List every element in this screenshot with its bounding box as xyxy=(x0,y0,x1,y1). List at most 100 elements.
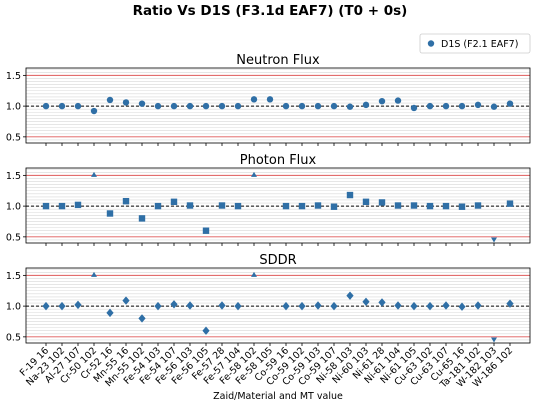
data-point xyxy=(138,100,146,107)
data-point xyxy=(442,102,450,110)
data-point xyxy=(186,301,194,310)
out-of-range-up-marker xyxy=(251,171,257,177)
y-tick-label: 1.0 xyxy=(6,202,21,213)
data-point xyxy=(202,227,210,234)
legend-marker xyxy=(427,40,435,47)
data-point xyxy=(218,102,226,110)
data-point xyxy=(122,99,130,106)
data-point xyxy=(346,103,354,110)
data-point xyxy=(234,102,242,110)
data-point xyxy=(474,202,482,209)
data-point xyxy=(314,301,322,310)
data-point xyxy=(362,297,370,307)
out-of-range-up-marker xyxy=(251,271,257,277)
axes-frame xyxy=(25,167,531,244)
subplot-title: Photon Flux xyxy=(240,153,317,168)
data-point xyxy=(298,301,306,311)
y-tick-label: 1.0 xyxy=(6,302,21,313)
data-point xyxy=(298,102,306,110)
data-point xyxy=(458,302,466,311)
data-point xyxy=(314,102,322,110)
data-point xyxy=(474,101,482,109)
data-point xyxy=(58,102,66,110)
data-point xyxy=(442,202,450,210)
data-point xyxy=(170,300,178,309)
subplot-1: Neutron Flux 0.5 1.0 1.5 xyxy=(6,53,531,146)
data-point xyxy=(154,301,162,311)
subplot-2: Photon Flux 0.5 1.0 1.5 xyxy=(6,153,531,246)
y-tick-label: 1.0 xyxy=(6,102,21,113)
data-point xyxy=(314,202,322,209)
data-point xyxy=(218,301,226,310)
data-point xyxy=(42,102,50,110)
data-point xyxy=(138,314,146,323)
data-point xyxy=(154,102,162,110)
out-of-range-up-marker xyxy=(91,171,97,177)
data-point xyxy=(346,291,354,300)
data-point xyxy=(426,102,434,110)
out-of-range-up-marker xyxy=(91,271,97,277)
data-point xyxy=(74,300,82,310)
legend-box xyxy=(419,33,531,54)
data-point xyxy=(458,203,466,210)
data-point xyxy=(362,198,370,206)
data-point xyxy=(250,96,258,103)
data-point xyxy=(394,301,402,310)
out-of-range-down-marker xyxy=(491,237,497,243)
subplot-3: SDDR 0.5 1.0 1.5 xyxy=(6,253,531,346)
data-point xyxy=(330,301,338,311)
y-tick-label: 0.5 xyxy=(6,132,21,143)
data-point xyxy=(506,100,514,107)
x-axis-label: Zaid/Material and MT value xyxy=(213,391,343,402)
data-point xyxy=(410,301,418,311)
data-point xyxy=(330,102,338,110)
data-point xyxy=(218,202,226,209)
data-point xyxy=(298,202,306,210)
data-point xyxy=(490,103,498,110)
data-point xyxy=(410,202,418,209)
data-point xyxy=(426,202,434,210)
data-point xyxy=(58,301,66,311)
data-point xyxy=(138,215,146,222)
data-point xyxy=(506,299,514,308)
y-tick-label: 0.5 xyxy=(6,232,21,243)
data-point xyxy=(202,102,210,110)
data-point xyxy=(234,301,242,311)
data-point xyxy=(426,301,434,311)
data-point xyxy=(122,296,130,305)
data-point xyxy=(186,202,194,209)
data-point xyxy=(58,202,66,210)
out-of-range-down-marker xyxy=(491,337,497,343)
data-point xyxy=(170,198,178,206)
data-point xyxy=(90,107,98,115)
data-point xyxy=(282,102,290,110)
data-point xyxy=(106,96,114,104)
data-point xyxy=(154,202,162,210)
subplot-title: SDDR xyxy=(259,253,296,268)
data-point xyxy=(170,102,178,110)
data-point xyxy=(74,102,82,110)
data-point xyxy=(378,97,386,105)
data-point xyxy=(378,199,386,206)
data-point xyxy=(74,201,82,209)
data-point xyxy=(330,203,338,210)
data-point xyxy=(42,202,50,210)
data-point xyxy=(282,301,290,311)
data-point xyxy=(506,200,514,207)
data-point xyxy=(202,326,210,335)
data-point xyxy=(410,104,418,112)
subplot-title: Neutron Flux xyxy=(236,53,320,68)
axes-frame xyxy=(25,267,531,344)
data-point xyxy=(346,191,354,199)
data-point xyxy=(42,301,50,311)
y-tick-label: 1.5 xyxy=(6,171,21,182)
y-tick-label: 0.5 xyxy=(6,332,21,343)
data-point xyxy=(458,102,466,110)
legend: D1S (F2.1 EAF7) xyxy=(419,33,531,54)
figure-title: Ratio Vs D1S (F3.1d EAF7) (T0 + 0s) xyxy=(133,3,408,19)
legend-label: D1S (F2.1 EAF7) xyxy=(441,39,518,50)
data-point xyxy=(234,202,242,210)
data-point xyxy=(394,202,402,209)
data-point xyxy=(378,298,386,307)
